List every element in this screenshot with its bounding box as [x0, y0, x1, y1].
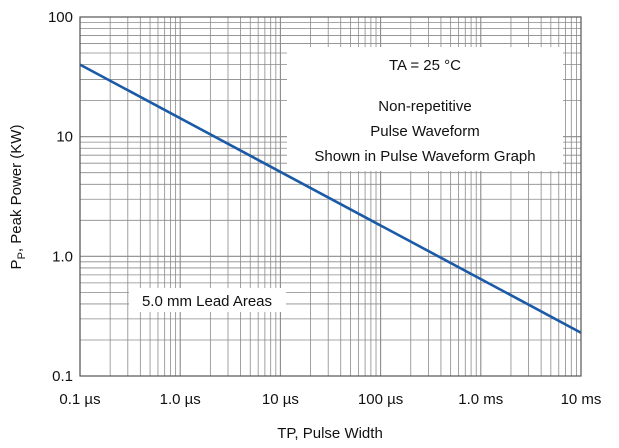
grid [79, 17, 581, 377]
y-tick-label: 0.1 [52, 368, 73, 385]
x-tick-label: 1.0 µs [160, 391, 201, 408]
y-axis-label-rest: , Peak Power (KW) [8, 125, 25, 253]
condition-temperature: TA = 25 °C [389, 57, 461, 74]
series-line [79, 63, 582, 334]
series [79, 63, 582, 334]
y-axis-label-main: P [8, 259, 25, 269]
condition-non-repetitive: Non-repetitive [378, 98, 471, 115]
lead-area-box [129, 288, 286, 312]
plot-frame [79, 16, 582, 377]
x-tick-label: 100 µs [358, 391, 403, 408]
x-tick-label: 10 µs [262, 391, 299, 408]
x-tick-labels: 0.1 µs 1.0 µs 10 µs 100 µs 1.0 ms 10 ms [59, 391, 601, 408]
lead-area-label: 5.0 mm Lead Areas [142, 293, 272, 310]
x-tick-label: 1.0 ms [458, 391, 503, 408]
x-tick-label: 0.1 µs [59, 391, 100, 408]
x-tick-label: 10 ms [561, 391, 602, 408]
y-axis-label: PP, Peak Power (KW) [8, 125, 28, 270]
y-axis-label-sub: P [16, 252, 28, 259]
y-tick-label: 1.0 [52, 248, 73, 265]
condition-shown-in-graph: Shown in Pulse Waveform Graph [314, 148, 535, 165]
x-axis-label: TP, Pulse Width [277, 425, 383, 442]
conditions-box [287, 47, 563, 171]
y-tick-label: 100 [48, 9, 73, 26]
y-tick-label: 10 [56, 129, 73, 146]
condition-pulse-waveform: Pulse Waveform [370, 123, 479, 140]
y-tick-labels: 0.1 1.0 10 100 [48, 9, 73, 385]
